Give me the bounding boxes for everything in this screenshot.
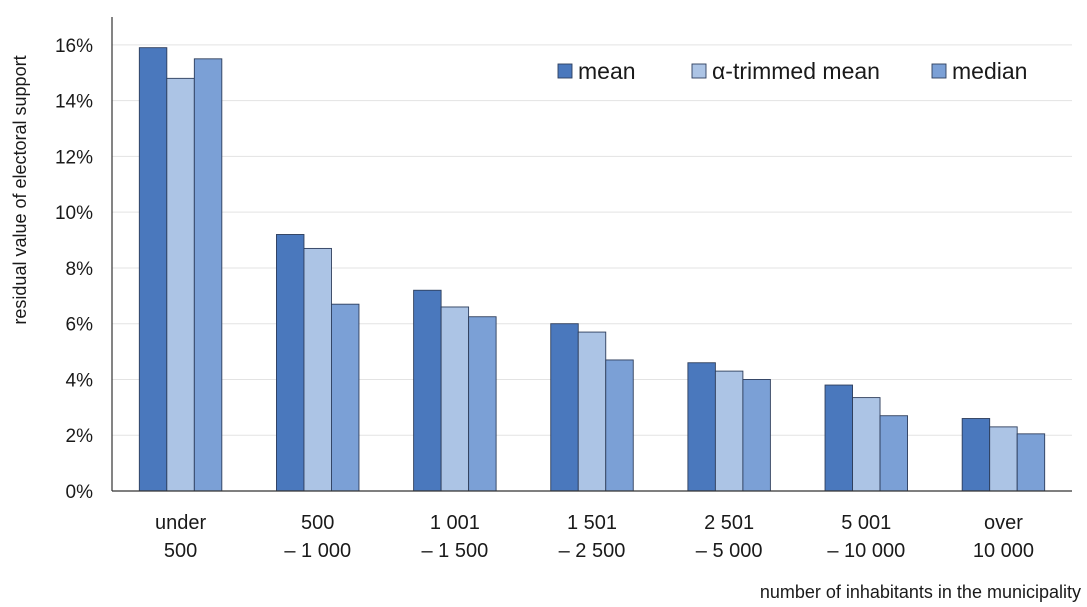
bar-mean (413, 289, 442, 492)
y-axis-title: residual value of electoral support (10, 55, 30, 324)
bar-median (1016, 433, 1046, 492)
legend-label: mean (578, 58, 636, 84)
bar-median (879, 415, 908, 492)
bar-mean (550, 323, 579, 492)
bar-median (605, 359, 634, 492)
bar--trimmed-mean (577, 331, 607, 492)
y-tick-label: 10% (55, 203, 93, 224)
y-tick-label: 4% (66, 370, 94, 391)
x-tick-label: 500 (164, 540, 197, 562)
x-tick-label: 500 (301, 512, 334, 534)
legend-swatch (931, 63, 947, 79)
bar-median (331, 303, 360, 492)
legend-swatch (691, 63, 707, 79)
gridlines (112, 44, 1072, 436)
legend-label: median (952, 58, 1027, 84)
x-axis-title: number of inhabitants in the municipalit… (760, 582, 1081, 602)
bar-median (742, 379, 771, 492)
y-tick-label: 14% (55, 92, 93, 113)
bar-mean (961, 418, 991, 492)
bar--trimmed-mean (989, 426, 1018, 492)
x-tick-label: – 1 500 (421, 540, 488, 562)
y-tick-label: 6% (66, 315, 94, 336)
y-tick-label: 16% (55, 36, 93, 57)
x-tick-label: – 2 500 (559, 540, 626, 562)
bar-mean (138, 47, 168, 492)
legend: mean α-trimmed mean median (557, 58, 1027, 84)
bar-mean (824, 384, 853, 492)
bar--trimmed-mean (852, 397, 881, 492)
x-tick-label: 1 501 (567, 512, 617, 534)
bar-mean (276, 234, 305, 492)
bar-mean (687, 362, 716, 492)
x-tick-label: under (155, 512, 206, 534)
bars (138, 47, 1046, 492)
x-tick-label: 10 000 (973, 540, 1034, 562)
x-tick-label: over (984, 512, 1023, 534)
y-tick-label: 0% (66, 482, 94, 503)
bar--trimmed-mean (440, 306, 470, 492)
x-tick-label: 2 501 (704, 512, 754, 534)
x-tick-label: 5 001 (841, 512, 891, 534)
bar-median (193, 58, 223, 492)
x-tick-label: 1 001 (430, 512, 480, 534)
y-tick-label: 12% (55, 147, 93, 168)
legend-label: α-trimmed mean (712, 58, 880, 84)
bar--trimmed-mean (714, 370, 744, 492)
x-tick-label: – 5 000 (696, 540, 763, 562)
bar-median (468, 316, 497, 492)
y-tick-label: 2% (66, 426, 94, 447)
y-tick-label: 8% (66, 259, 94, 280)
bar--trimmed-mean (166, 77, 195, 492)
x-tick-label: – 1 000 (284, 540, 351, 562)
bar--trimmed-mean (303, 247, 332, 492)
axes: 0% 2% 4% 6% 8% 10% 12% 14% 16% under 500 500 – 1 000… (55, 17, 1072, 562)
legend-swatch (557, 63, 573, 79)
x-tick-label: – 10 000 (827, 540, 905, 562)
